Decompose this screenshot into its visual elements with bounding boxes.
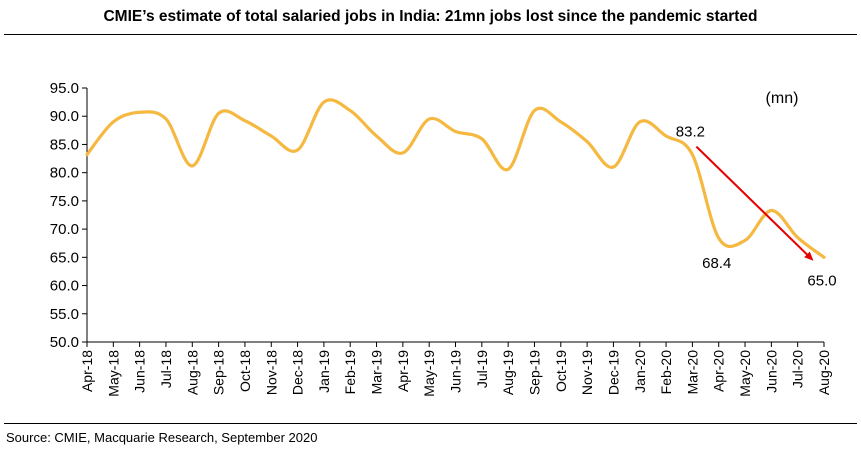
x-tick-label: Nov-19 — [579, 350, 595, 395]
x-axis: Apr-18 May-18 Jun-18 Jul-18 Aug-18 Sep-18 Oct-… — [79, 341, 832, 397]
y-tick-label: 60.0 — [50, 278, 79, 295]
y-tick-label: 50.0 — [50, 334, 79, 351]
x-tick-label: May-18 — [105, 350, 121, 397]
x-tick-label: Apr-18 — [79, 350, 95, 392]
x-tick-label: Mar-19 — [369, 350, 385, 395]
x-tick-label: May-19 — [421, 350, 437, 397]
x-tick-label: May-20 — [737, 350, 753, 397]
y-tick-label: 80.0 — [50, 165, 79, 182]
x-tick-label: Oct-18 — [237, 350, 253, 392]
trend-arrow — [695, 145, 814, 261]
x-tick-label: Oct-19 — [553, 350, 569, 392]
data-label: 65.0 — [807, 272, 836, 289]
x-tick-label: Apr-19 — [395, 350, 411, 392]
x-tick-label: Jul-19 — [474, 350, 490, 388]
x-tick-label: Jul-20 — [790, 350, 806, 388]
x-tick-label: Aug-20 — [816, 350, 832, 395]
x-tick-label: Jul-18 — [158, 350, 174, 388]
x-tick-label: Jan-20 — [632, 350, 648, 393]
footer-rule — [4, 423, 857, 424]
y-axis: 95.0 90.0 85.0 80.0 75.0 70.0 65.0 60.0 55.0 50.0 — [50, 80, 88, 351]
y-tick-label: 90.0 — [50, 108, 79, 125]
x-tick-label: Aug-19 — [500, 350, 516, 395]
x-tick-label: Mar-20 — [684, 350, 700, 395]
x-tick-label: Dec-19 — [605, 350, 621, 395]
data-label: 68.4 — [702, 255, 731, 272]
y-tick-label: 85.0 — [50, 136, 79, 153]
data-label: 83.2 — [676, 124, 705, 141]
y-tick-label: 55.0 — [50, 306, 79, 323]
x-tick-label: Jun-19 — [448, 350, 464, 393]
x-tick-label: Apr-20 — [711, 350, 727, 392]
series-line — [85, 98, 826, 259]
y-tick-label: 75.0 — [50, 193, 79, 210]
chart-title: CMIE’s estimate of total salaried jobs i… — [103, 8, 758, 25]
x-tick-label: Feb-20 — [658, 350, 674, 395]
title-rule — [4, 34, 857, 35]
annotation-layer: 83.2 68.4 65.0 — [676, 124, 837, 290]
x-tick-label: Nov-18 — [263, 350, 279, 395]
y-tick-label: 65.0 — [50, 249, 79, 266]
unit-label: (mn) — [766, 90, 799, 107]
x-tick-label: Jan-19 — [316, 350, 332, 393]
y-tick-label: 95.0 — [50, 80, 79, 97]
y-tick-label: 70.0 — [50, 221, 79, 238]
x-tick-label: Aug-18 — [184, 350, 200, 395]
series-layer — [85, 98, 826, 259]
x-tick-label: Sep-18 — [211, 350, 227, 395]
x-tick-label: Dec-18 — [290, 350, 306, 395]
x-tick-label: Jun-20 — [763, 350, 779, 393]
x-tick-label: Feb-19 — [342, 350, 358, 395]
x-tick-label: Sep-19 — [526, 350, 542, 395]
source-note: Source: CMIE, Macquarie Research, Septem… — [6, 430, 318, 445]
x-tick-label: Jun-18 — [132, 350, 148, 393]
